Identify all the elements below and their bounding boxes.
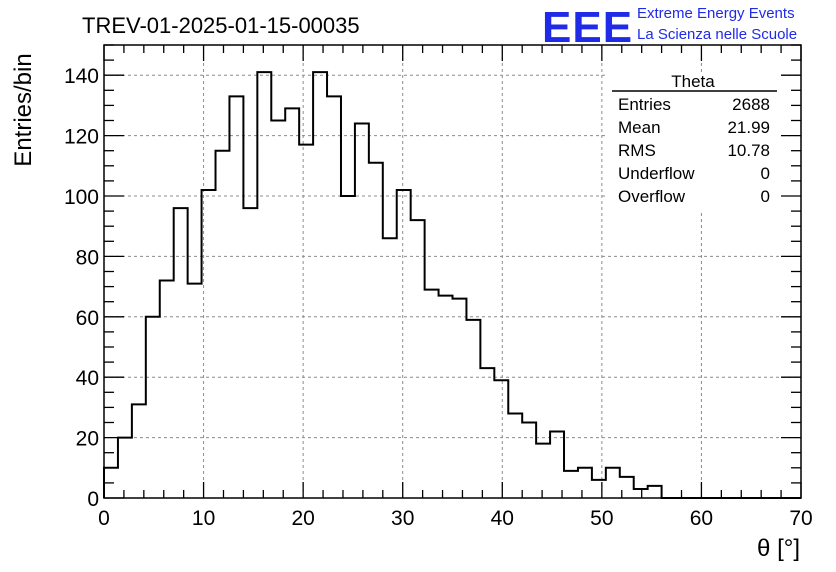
y-tick-label: 80 (76, 246, 99, 269)
histogram-bin (466, 320, 480, 498)
histogram-bin (146, 317, 160, 498)
stats-value: 0 (761, 187, 770, 206)
stats-label: Underflow (618, 164, 695, 183)
y-tick-label: 100 (64, 186, 99, 209)
y-axis-label: Entries/bin (10, 53, 37, 166)
logo-line-2: La Scienza nelle Scuole (637, 26, 797, 43)
histogram-bin (355, 124, 369, 498)
histogram-bin (313, 72, 327, 498)
histogram-bin (216, 151, 230, 498)
y-tick-label: 0 (87, 488, 99, 511)
histogram-bin (397, 190, 411, 498)
histogram-bin (132, 404, 146, 498)
x-tick-label: 10 (192, 507, 215, 530)
histogram-bin (522, 423, 536, 499)
histogram-bin (453, 299, 467, 498)
histogram-bin (494, 380, 508, 498)
stats-value: 2688 (732, 95, 770, 114)
histogram-bin (327, 96, 341, 498)
histogram-bin (439, 296, 453, 498)
histogram-bin (648, 486, 662, 498)
eee-logo: EEE Extreme Energy Events La Scienza nel… (542, 3, 797, 52)
histogram-bin (174, 208, 188, 498)
y-tick-label: 120 (64, 126, 99, 149)
y-tick-label: 60 (76, 307, 99, 330)
histogram-bin (592, 480, 606, 498)
histogram-bin (202, 190, 216, 498)
histogram-bin (257, 72, 271, 498)
histogram-bin (229, 96, 243, 498)
histogram-bin (285, 108, 299, 498)
x-tick-label: 0 (98, 507, 110, 530)
x-tick-label: 60 (690, 507, 713, 530)
y-tick-label: 20 (76, 428, 99, 451)
x-axis-label: θ [°] (757, 535, 800, 562)
histogram-bin (564, 471, 578, 498)
histogram-bin (606, 468, 620, 498)
x-tick-label: 70 (789, 507, 812, 530)
x-tick-label: 40 (491, 507, 514, 530)
stats-title: Theta (671, 72, 715, 91)
histogram-bin (118, 438, 132, 498)
grid (104, 45, 801, 498)
histogram-bin (411, 220, 425, 498)
stats-value: 10.78 (727, 141, 770, 160)
histogram-bin (188, 284, 202, 498)
x-tick-label: 20 (291, 507, 314, 530)
stats-label: RMS (618, 141, 656, 160)
y-tick-label: 140 (64, 65, 99, 88)
x-tick-label: 30 (391, 507, 414, 530)
histogram-bin (243, 208, 257, 498)
stats-value: 0 (761, 164, 770, 183)
stats-label: Mean (618, 118, 661, 137)
logo-line-1: Extreme Energy Events (637, 5, 795, 22)
histogram-bin (383, 238, 397, 498)
histogram-bin (425, 290, 439, 498)
axis-ticks (103, 44, 802, 499)
histogram-bin (536, 444, 550, 498)
x-tick-label: 50 (590, 507, 613, 530)
histogram-bin (369, 163, 383, 498)
histogram-bin (578, 468, 592, 498)
chart-title: TREV-01-2025-01-15-00035 (82, 13, 360, 38)
stats-label: Overflow (618, 187, 686, 206)
y-tick-label: 40 (76, 367, 99, 390)
histogram-bin (341, 196, 355, 498)
stats-box: Theta Entries 2688 Mean 21.99 RMS 10.78 Underf… (607, 72, 779, 212)
eee-logo-mark: EEE (542, 3, 633, 52)
tick-labels: 0 10 20 30 40 50 60 70 0 20 40 60 80 100 120 140 (64, 65, 813, 530)
histogram-outline (103, 71, 801, 499)
histogram-bin (550, 432, 564, 498)
histogram-bin (299, 145, 313, 498)
histogram-bin (160, 281, 174, 498)
histogram-bin (508, 413, 522, 498)
stats-value: 21.99 (727, 118, 770, 137)
histogram-bin (480, 368, 494, 498)
histogram-bin (271, 121, 285, 499)
histogram-bin (634, 489, 648, 498)
stats-label: Entries (618, 95, 671, 114)
